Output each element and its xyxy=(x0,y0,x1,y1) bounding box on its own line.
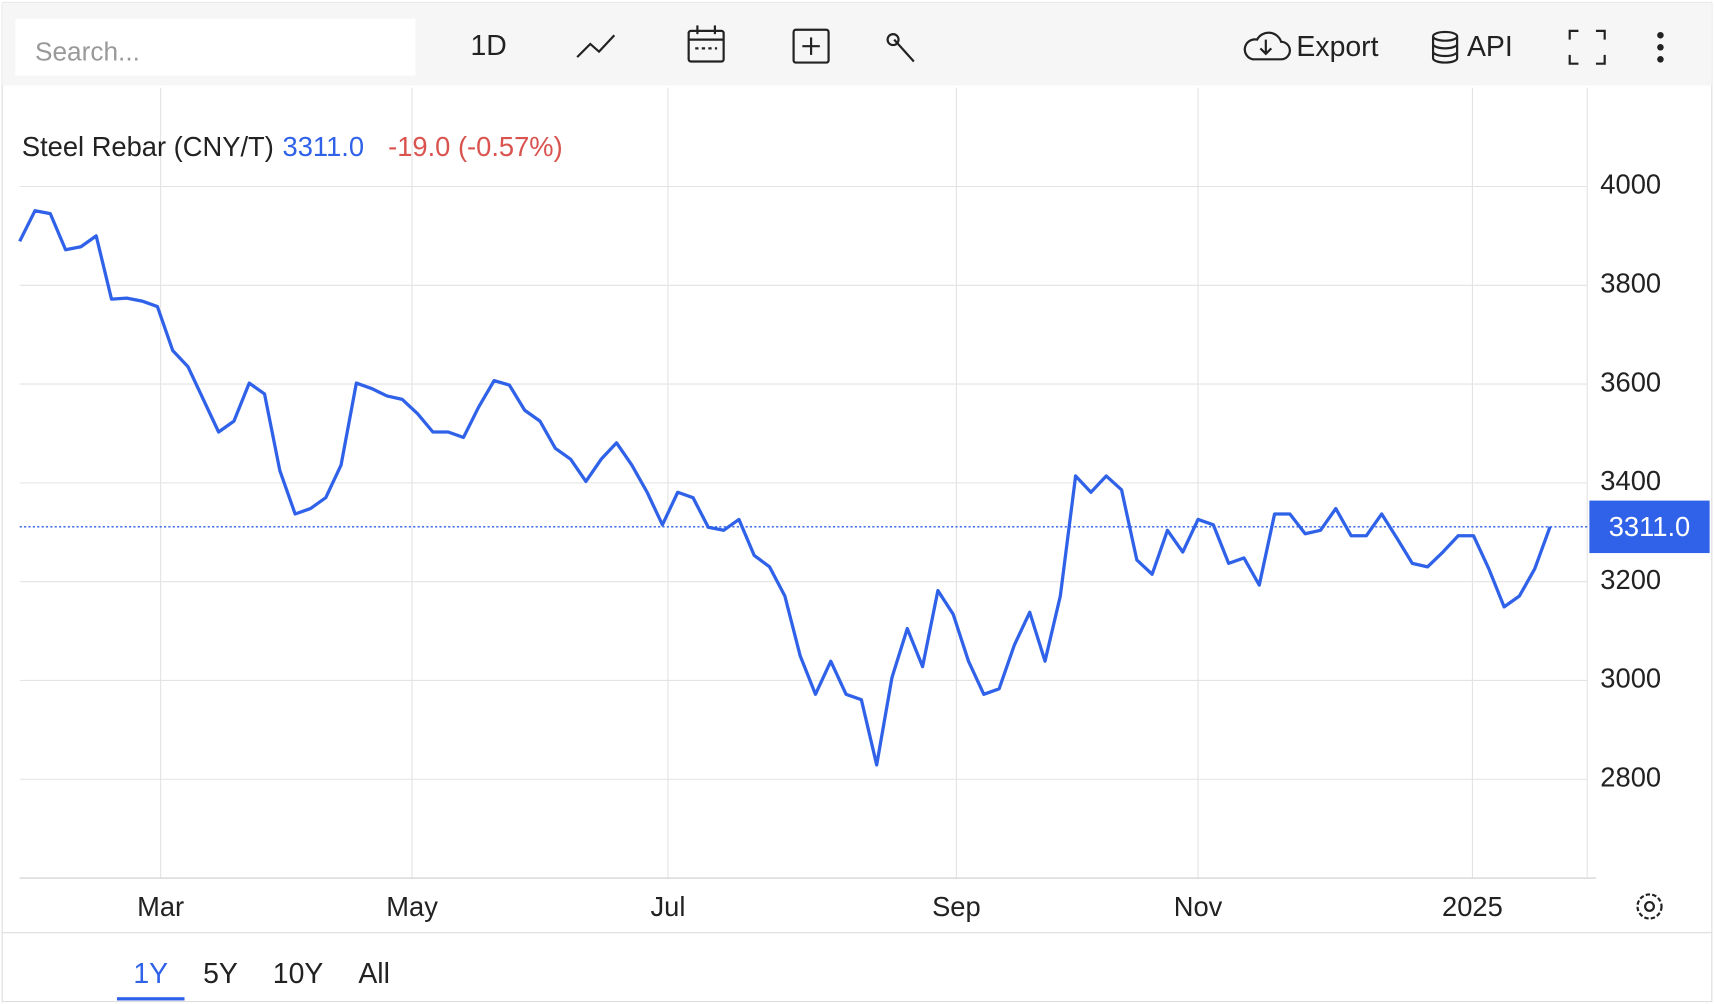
tools-icon[interactable] xyxy=(886,33,915,63)
plot: 2800 3000 3200 3400 3600 3800 4000 Mar May Jul Sep… xyxy=(18,87,1710,922)
api-button[interactable]: API xyxy=(1467,31,1513,63)
interval-button[interactable]: 1D xyxy=(470,30,506,62)
y-tick-label: 3800 xyxy=(1600,268,1661,299)
line-type-icon[interactable] xyxy=(576,34,616,58)
range-button[interactable]: 1Y xyxy=(133,958,168,990)
api-icon[interactable] xyxy=(1431,30,1459,64)
y-tick-label: 2800 xyxy=(1600,761,1661,792)
y-tick-label: 3400 xyxy=(1600,465,1661,496)
last-value: 3311.0 xyxy=(283,131,365,162)
y-tick-label: 3000 xyxy=(1600,663,1661,694)
last-price-label: 3311.0 xyxy=(1609,511,1691,542)
settings-icon[interactable] xyxy=(1636,893,1663,920)
range-button[interactable]: 10Y xyxy=(273,958,324,990)
price-line xyxy=(18,209,1552,767)
range-button[interactable]: All xyxy=(358,958,390,990)
y-tick-label: 3600 xyxy=(1600,366,1661,397)
y-tick-label: 3200 xyxy=(1600,564,1661,595)
add-indicator-icon[interactable] xyxy=(792,28,830,64)
x-tick-label: May xyxy=(386,891,438,922)
range-active-underline xyxy=(116,997,185,1001)
y-tick-label: 4000 xyxy=(1600,169,1661,200)
last-price-tag xyxy=(1589,500,1710,554)
range-button[interactable]: 5Y xyxy=(203,958,238,990)
series-name: Steel Rebar (CNY/T) xyxy=(22,131,274,162)
legend: Steel Rebar (CNY/T) 3311.0 -19.0 (-0.57%… xyxy=(22,131,563,162)
menu-icon[interactable] xyxy=(1657,31,1664,63)
change: -19.0 (-0.57%) xyxy=(388,131,563,162)
export-icon[interactable] xyxy=(1243,31,1291,61)
x-tick-label: Sep xyxy=(932,891,981,922)
search-placeholder: Search... xyxy=(35,37,140,67)
x-tick-label: Jul xyxy=(650,891,685,922)
x-tick-label: 2025 xyxy=(1442,891,1503,922)
calendar-icon[interactable] xyxy=(687,25,725,63)
search-box[interactable] xyxy=(15,18,416,76)
x-tick-label: Mar xyxy=(137,891,184,922)
range-buttons: 1Y 5Y 10Y All xyxy=(116,958,390,1001)
export-button[interactable]: Export xyxy=(1296,31,1378,63)
fullscreen-icon[interactable] xyxy=(1568,29,1606,65)
x-tick-label: Nov xyxy=(1174,891,1223,922)
